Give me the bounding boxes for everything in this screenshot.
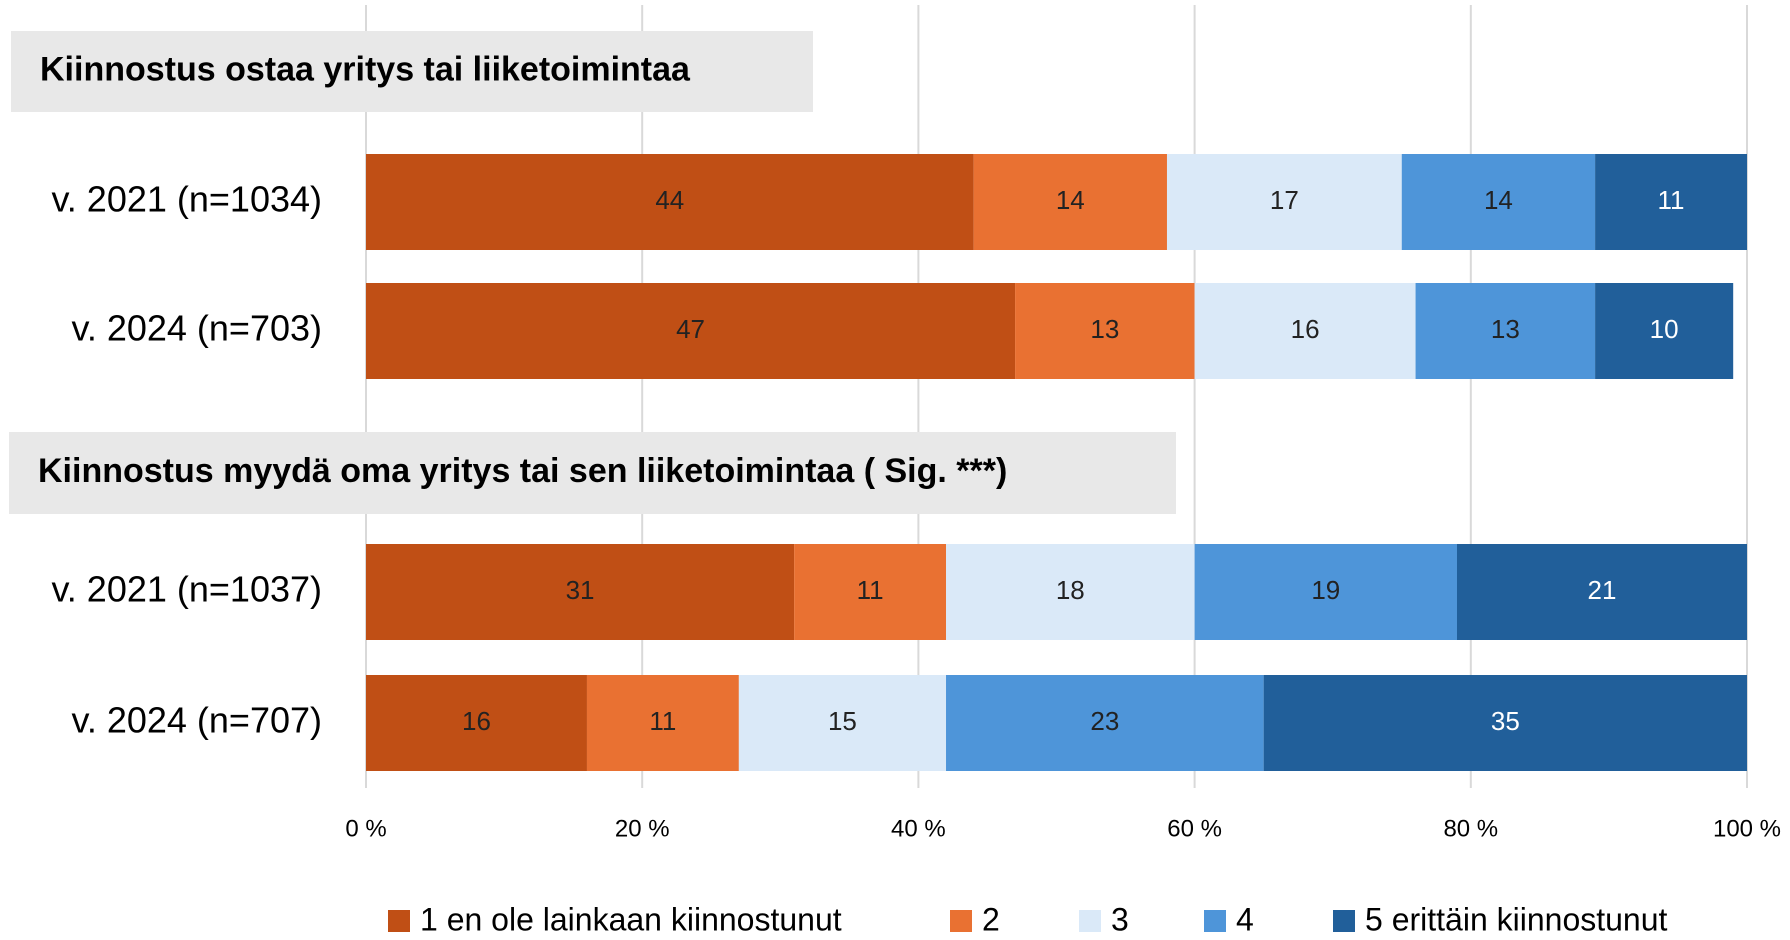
value-label: 11 — [857, 575, 884, 605]
value-label: 17 — [1270, 185, 1299, 215]
bar-segment — [1595, 283, 1734, 379]
value-label: 21 — [1588, 575, 1617, 605]
category-label: v. 2024 (n=703) — [71, 308, 322, 349]
bar-segment — [1401, 154, 1596, 250]
bar-segment — [794, 544, 947, 640]
legend-label: 4 — [1236, 901, 1254, 937]
bar-segment — [366, 675, 587, 771]
bar-segment — [1263, 675, 1747, 771]
bar-segment — [1595, 154, 1747, 250]
x-tick-label: 60 % — [1167, 815, 1222, 842]
value-label: 14 — [1484, 185, 1513, 215]
bar-segment — [973, 154, 1167, 250]
value-label: 31 — [566, 575, 595, 605]
value-label: 11 — [649, 706, 676, 736]
bar-segment — [1015, 283, 1195, 379]
legend-label: 5 erittäin kiinnostunut — [1365, 901, 1668, 937]
legend-swatch — [1333, 910, 1355, 932]
group-header-box — [11, 31, 813, 112]
bar-segment — [366, 154, 974, 250]
x-tick-label: 40 % — [891, 815, 946, 842]
bar-segment — [1166, 154, 1402, 250]
group-header: Kiinnostus ostaa yritys tai liiketoimint… — [40, 50, 691, 88]
group-header-box — [9, 432, 1176, 514]
value-label: 16 — [1291, 314, 1320, 344]
value-label: 16 — [462, 706, 491, 736]
group-header: Kiinnostus myydä oma yritys tai sen liik… — [38, 452, 1007, 490]
value-label: 11 — [1658, 185, 1685, 215]
x-tick-label: 100 % — [1713, 815, 1781, 842]
value-label: 44 — [655, 185, 684, 215]
bar-segment — [1456, 544, 1747, 640]
bar-segment — [1415, 283, 1596, 379]
legend-swatch — [1079, 910, 1101, 932]
bar-segment — [1194, 544, 1457, 640]
bar-segment — [586, 675, 739, 771]
value-label: 18 — [1056, 575, 1085, 605]
legend-swatch — [1204, 910, 1226, 932]
value-label: 14 — [1056, 185, 1085, 215]
value-label: 47 — [676, 314, 705, 344]
x-tick-label: 20 % — [615, 815, 670, 842]
legend-label: 2 — [982, 901, 1000, 937]
category-label: v. 2021 (n=1034) — [51, 179, 322, 220]
bar-segment — [946, 544, 1195, 640]
bar-segment — [1194, 283, 1416, 379]
bar-segment — [738, 675, 947, 771]
bar-segment — [366, 544, 795, 640]
value-label: 10 — [1650, 314, 1679, 344]
bar-segment — [366, 283, 1016, 379]
category-label: v. 2021 (n=1037) — [51, 569, 322, 610]
value-label: 19 — [1311, 575, 1340, 605]
bar-segment — [946, 675, 1264, 771]
x-tick-label: 0 % — [345, 815, 386, 842]
value-label: 13 — [1090, 314, 1119, 344]
legend-label: 3 — [1111, 901, 1129, 937]
value-label: 13 — [1491, 314, 1520, 344]
value-label: 23 — [1090, 706, 1119, 736]
legend-swatch — [388, 910, 410, 932]
value-label: 15 — [828, 706, 857, 736]
category-label: v. 2024 (n=707) — [71, 700, 322, 741]
legend-label: 1 en ole lainkaan kiinnostunut — [420, 901, 842, 937]
value-label: 35 — [1491, 706, 1520, 736]
legend-swatch — [950, 910, 972, 932]
x-tick-label: 80 % — [1443, 815, 1498, 842]
